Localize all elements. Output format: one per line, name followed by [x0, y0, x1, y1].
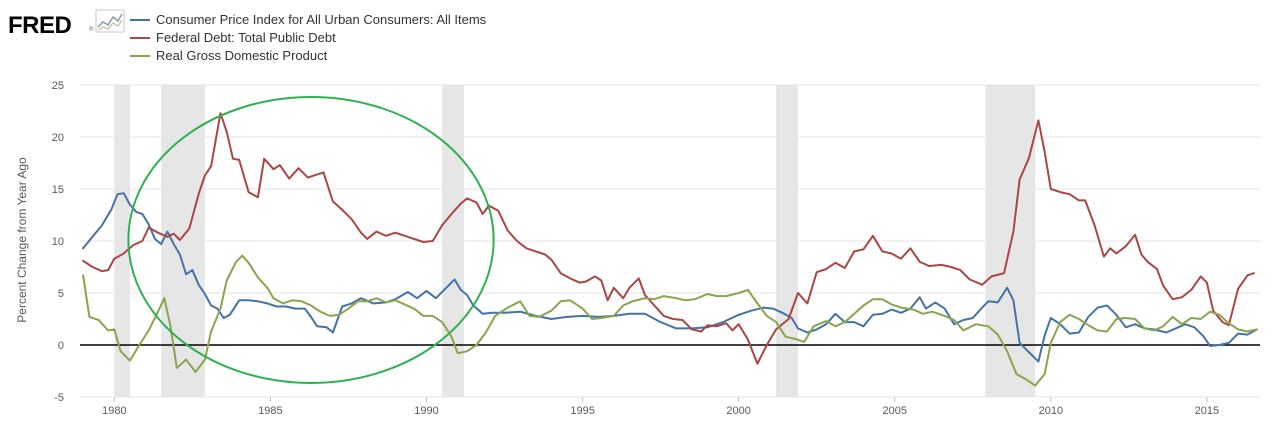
- fred-logo[interactable]: FRED ®: [8, 9, 125, 39]
- legend-label-real-gdp: Real Gross Domestic Product: [156, 48, 328, 63]
- x-tick-label: 2000: [726, 405, 750, 417]
- x-axis-ticks: 1980 1985 1990 1995 2000 2005 2010 2015: [102, 397, 1219, 417]
- legend-label-cpi: Consumer Price Index for All Urban Consu…: [156, 12, 487, 27]
- series-line-cpi: [82, 192, 1258, 363]
- x-tick-label: 1985: [258, 405, 282, 417]
- legend: Consumer Price Index for All Urban Consu…: [130, 12, 487, 63]
- grid-lines: [80, 84, 1260, 398]
- series-lines: [82, 112, 1258, 387]
- annotation-group: [127, 95, 495, 384]
- y-tick-label: 10: [52, 236, 64, 248]
- y-tick-label: 20: [52, 132, 64, 144]
- legend-item-cpi[interactable]: Consumer Price Index for All Urban Consu…: [130, 12, 487, 27]
- annotation-circle: [127, 95, 495, 384]
- y-axis-title: Percent Change from Year Ago: [15, 157, 29, 323]
- fred-sparkline-icon: [95, 9, 125, 33]
- y-tick-label: 5: [58, 288, 64, 300]
- y-tick-label: -5: [54, 392, 64, 404]
- legend-item-real-gdp[interactable]: Real Gross Domestic Product: [130, 48, 328, 63]
- series-line-real-gdp: [82, 254, 1258, 387]
- legend-item-federal-debt[interactable]: Federal Debt: Total Public Debt: [130, 30, 336, 45]
- x-tick-label: 2005: [883, 405, 907, 417]
- y-axis-ticks: -5 0 5 10 15 20 25: [52, 80, 64, 404]
- series-line-federal-debt: [82, 112, 1255, 365]
- x-tick-label: 1990: [414, 405, 438, 417]
- y-tick-label: 0: [58, 340, 64, 352]
- fred-logo-text: FRED: [8, 12, 72, 39]
- x-tick-label: 1995: [570, 405, 594, 417]
- x-tick-label: 2015: [1195, 405, 1219, 417]
- y-tick-label: 25: [52, 80, 64, 92]
- registered-mark: ®: [89, 26, 94, 33]
- legend-label-federal-debt: Federal Debt: Total Public Debt: [156, 30, 336, 45]
- x-tick-label: 1980: [102, 405, 126, 417]
- x-tick-label: 2010: [1039, 405, 1063, 417]
- y-tick-label: 15: [52, 184, 64, 196]
